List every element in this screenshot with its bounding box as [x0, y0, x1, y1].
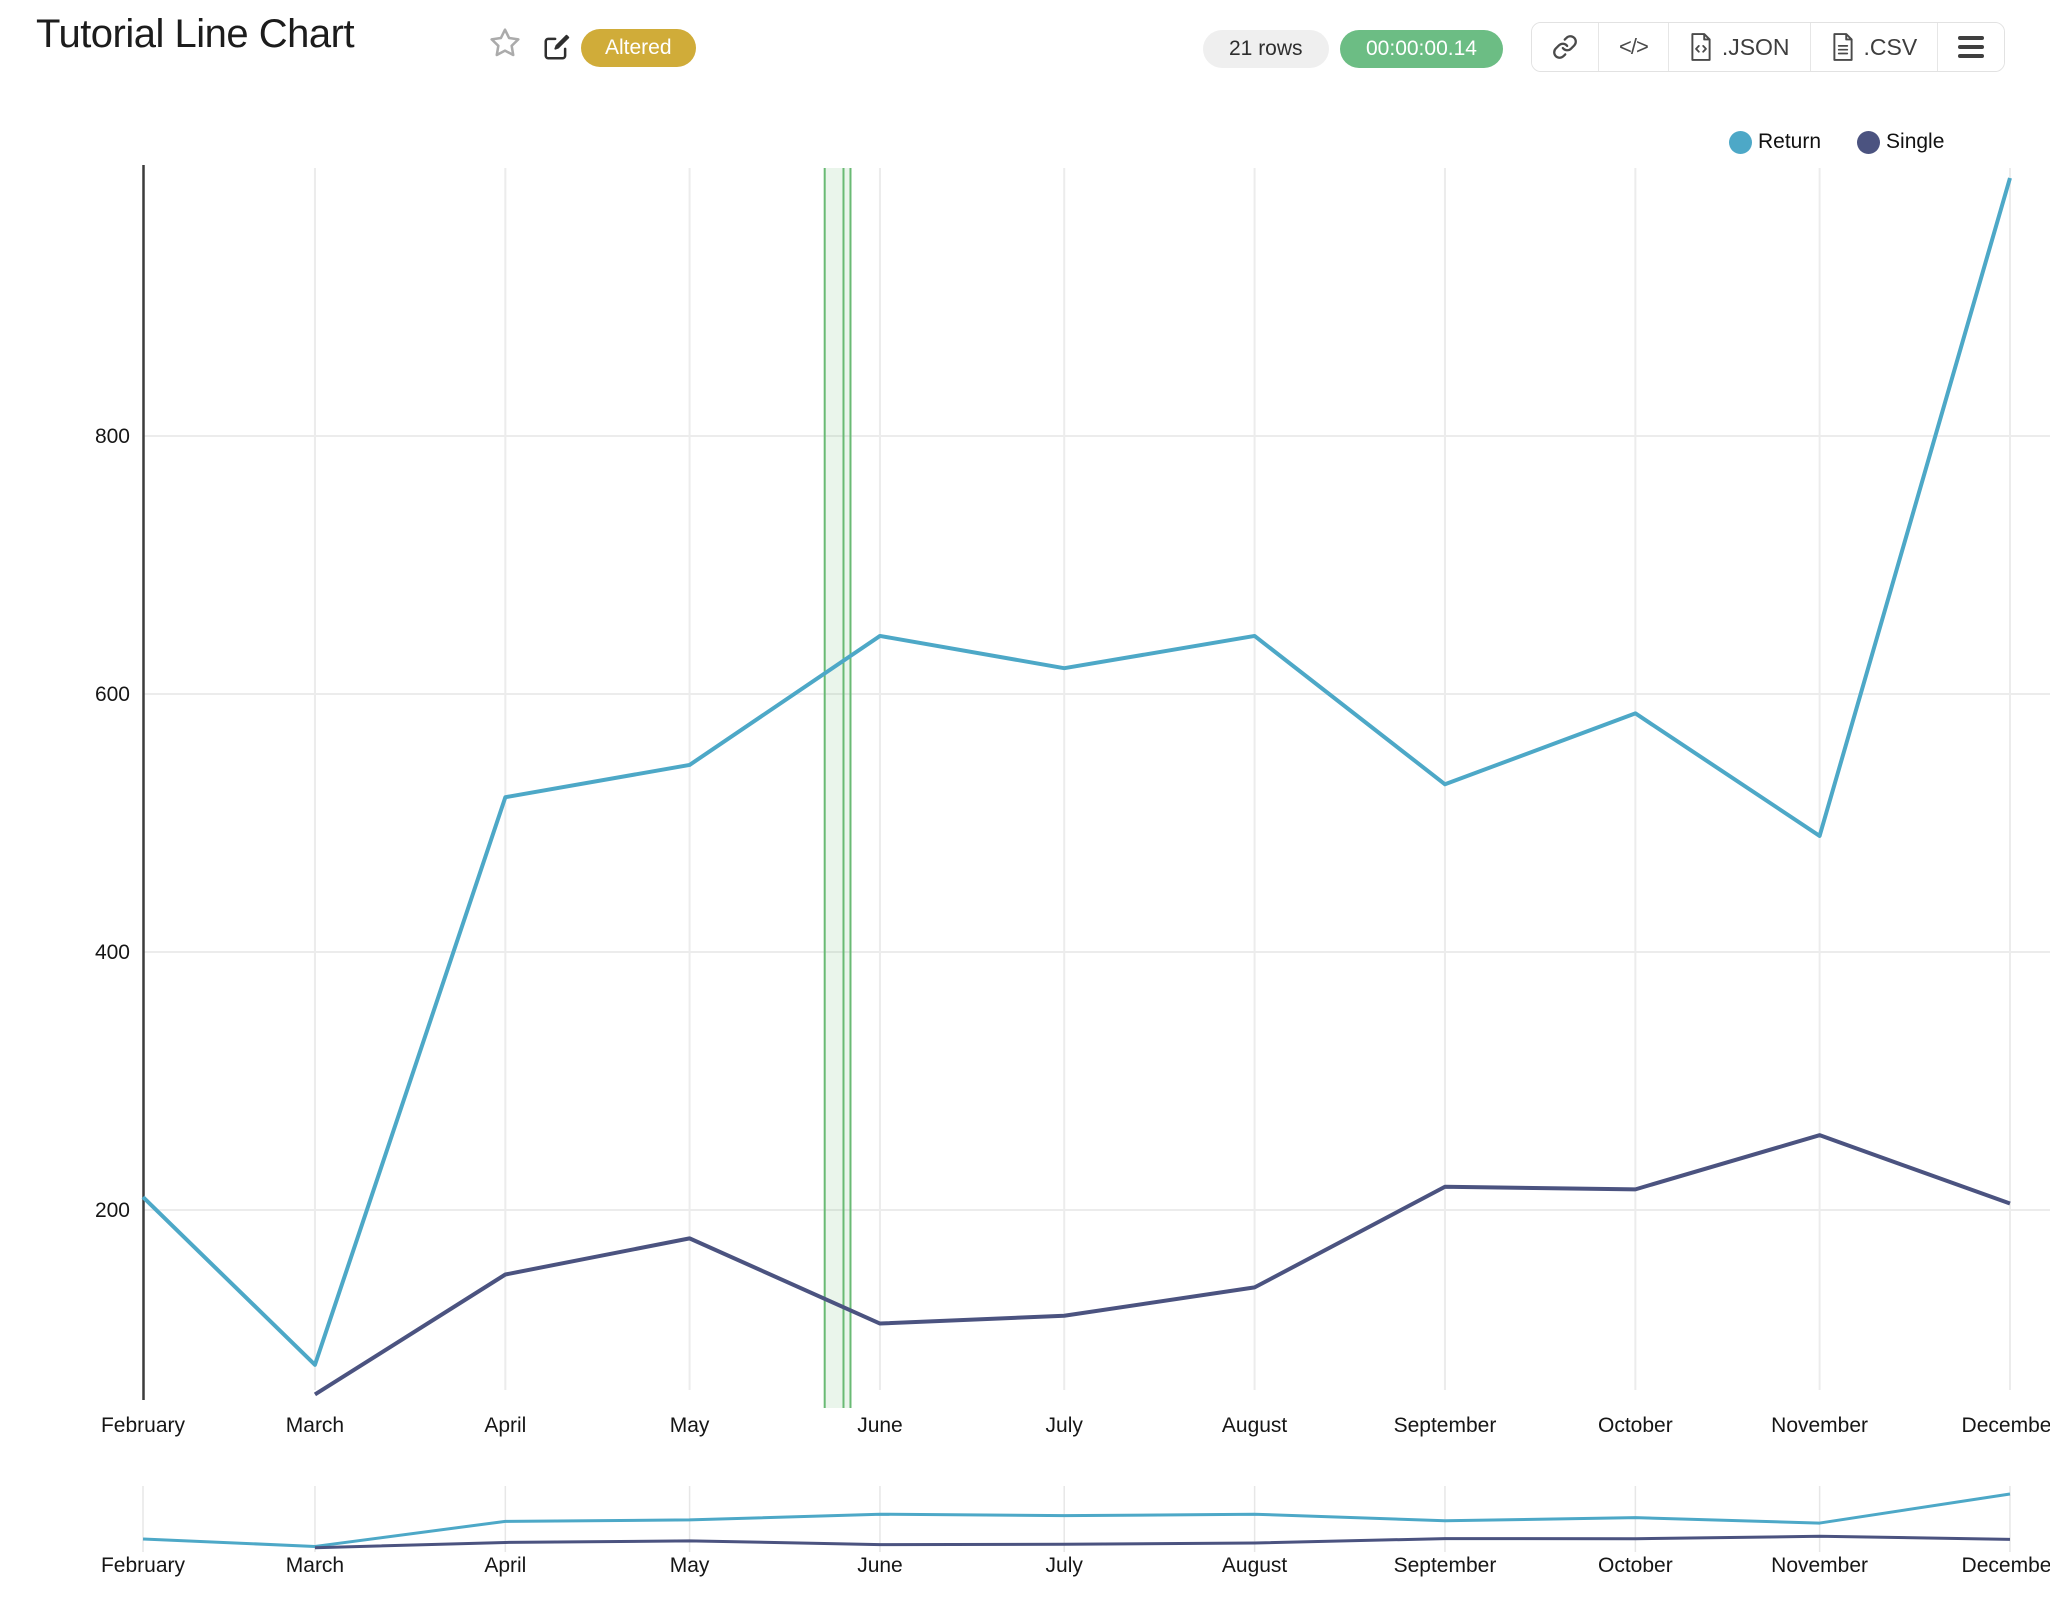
file-code-icon [1691, 33, 1711, 61]
legend-label-return: Return [1758, 130, 1822, 153]
x-axis-tick-label: April [484, 1414, 526, 1437]
favorite-button[interactable] [488, 26, 522, 60]
runtime-badge: 00:00:00.14 [1340, 30, 1503, 68]
rows-count-badge: 21 rows [1203, 30, 1329, 68]
x-axis-tick-label: December [1962, 1414, 2050, 1437]
subchart-x-tick-label: October [1598, 1554, 1673, 1577]
x-axis-tick-label: August [1222, 1414, 1288, 1437]
subchart-x-tick-label: August [1222, 1554, 1288, 1577]
legend-label-single: Single [1886, 130, 1945, 153]
edit-icon [544, 34, 570, 60]
share-link-button[interactable] [1532, 23, 1598, 71]
subchart-x-tick-label: March [286, 1554, 344, 1577]
legend-item-single[interactable]: Single [1857, 130, 1944, 154]
edit-button[interactable] [542, 32, 572, 62]
series-lines [141, 177, 2012, 1397]
file-lines-icon [1832, 33, 1853, 61]
x-axis-tick-label: November [1771, 1414, 1868, 1437]
highlight-band[interactable] [823, 168, 852, 1408]
y-axis-tick-label: 800 [95, 425, 130, 448]
x-axis-tick-label: September [1394, 1414, 1497, 1437]
chart-menu-button[interactable] [1937, 23, 2005, 71]
subchart-x-tick-label: September [1394, 1554, 1497, 1577]
x-axis-tick-label: July [1046, 1414, 1084, 1437]
x-axis-tick-label: October [1598, 1414, 1673, 1437]
subchart-x-tick-label: June [857, 1554, 903, 1577]
export-toolbar: </> .JSON .CSV [1531, 22, 2006, 72]
legend-swatch-single [1857, 130, 1881, 154]
export-csv-button[interactable]: .CSV [1809, 23, 1938, 71]
subchart-x-tick-label: December [1962, 1554, 2050, 1577]
chart-legend: Return Single [1729, 130, 1944, 154]
subchart-line-return[interactable] [142, 1492, 2011, 1548]
x-axis-tick-label: June [857, 1414, 903, 1437]
legend-swatch-return [1729, 130, 1752, 154]
page-title: Tutorial Line Chart [36, 12, 355, 56]
subchart-x-tick-label: May [670, 1554, 710, 1577]
subchart-x-tick-label: July [1046, 1554, 1084, 1577]
code-icon: </> [1619, 34, 1649, 59]
legend-item-return[interactable]: Return [1729, 130, 1821, 154]
subchart-line-single[interactable] [314, 1534, 2011, 1550]
x-axis-tick-label: May [670, 1414, 710, 1437]
star-icon [490, 28, 520, 57]
y-axis-tick-label: 400 [95, 941, 130, 964]
export-json-label: .JSON [1721, 33, 1790, 60]
status-badge: Altered [581, 29, 696, 67]
subchart-x-tick-label: November [1771, 1554, 1868, 1577]
series-line-single[interactable] [313, 1133, 2011, 1397]
subchart-x-tick-label: April [484, 1554, 526, 1577]
link-icon [1553, 35, 1577, 59]
x-axis-tick-label: February [101, 1414, 186, 1437]
y-axis-tick-label: 200 [95, 1199, 130, 1222]
export-json-button[interactable]: .JSON [1667, 23, 1810, 71]
series-line-return[interactable] [141, 177, 2012, 1367]
export-csv-label: .CSV [1863, 33, 1918, 60]
subchart-x-tick-label: February [101, 1554, 186, 1577]
menu-icon [1958, 36, 1985, 58]
embed-code-button[interactable]: </> [1598, 23, 1668, 71]
x-axis-tick-label: March [286, 1414, 344, 1437]
y-axis-tick-label: 600 [95, 683, 130, 706]
